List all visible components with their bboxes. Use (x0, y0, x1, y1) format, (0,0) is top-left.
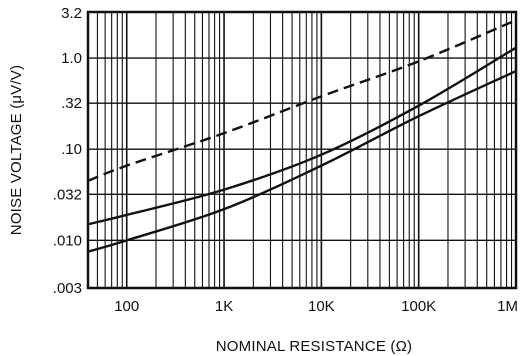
x-tick-label: 100 (114, 298, 139, 315)
x-tick-label: 1M (497, 298, 518, 315)
series-line-3 (86, 69, 518, 253)
x-tick-label: 100K (401, 298, 436, 315)
y-tick-label: .32 (61, 95, 82, 112)
x-tick-label: 1K (215, 298, 233, 315)
series-line-2 (86, 46, 518, 226)
y-tick-label: .003 (53, 280, 82, 297)
y-tick-label: .010 (53, 232, 82, 249)
plot-frame (86, 10, 518, 290)
series-line-1 (87, 19, 517, 182)
grid-layer (87, 11, 517, 289)
tick-label-layer: 100 1K 10K 100K 1M 3.2 1.0 .32 .10 .032 .010 .003 (53, 5, 518, 315)
y-tick-label: 1.0 (61, 50, 82, 67)
y-axis-title: NOISE VOLTAGE (μV/V) (8, 65, 25, 235)
series-layer (86, 19, 518, 253)
y-tick-label: .032 (53, 186, 82, 203)
y-tick-label: 3.2 (61, 5, 82, 22)
x-axis-title: NOMINAL RESISTANCE (Ω) (216, 338, 412, 355)
y-tick-label: .10 (61, 141, 82, 158)
x-tick-label: 10K (308, 298, 335, 315)
